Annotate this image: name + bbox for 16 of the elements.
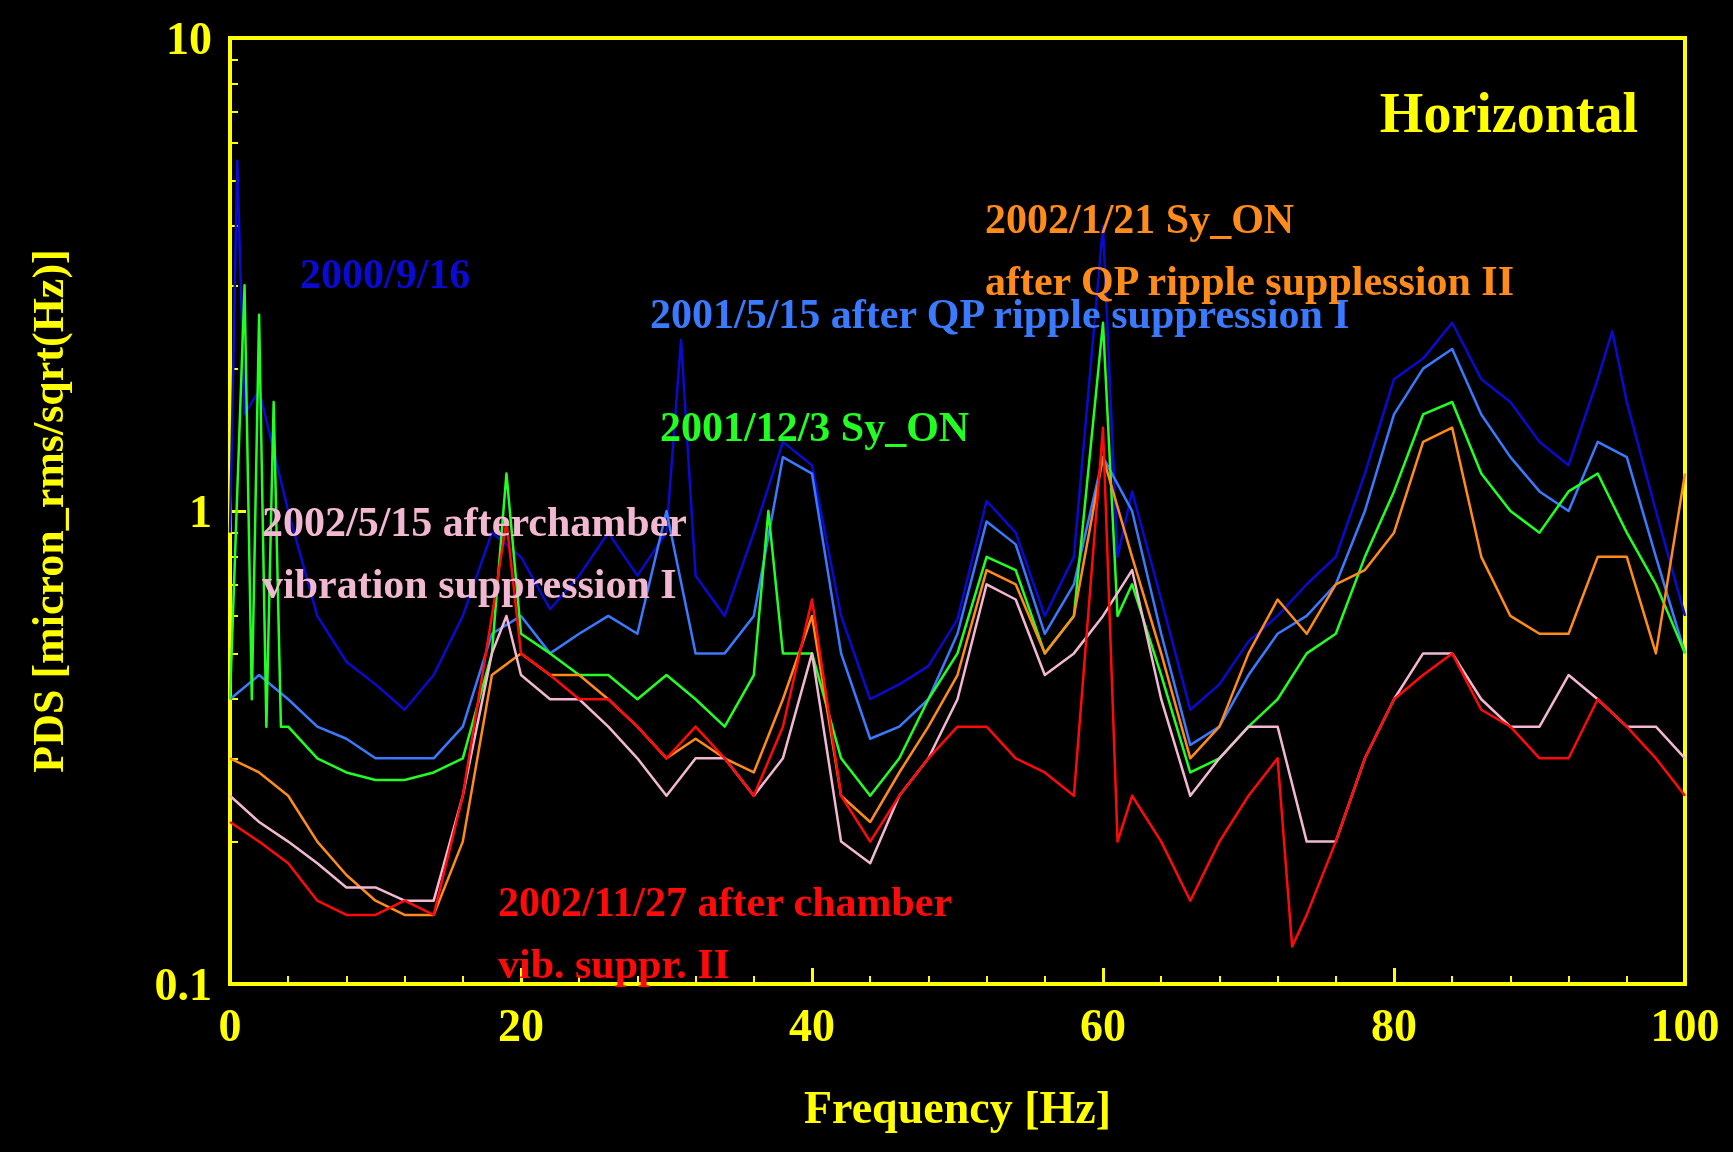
text: Horizontal [1379,82,1639,144]
x-tick-label: 100 [1650,999,1720,1051]
x-tick-label: 0 [218,999,242,1051]
y-axis-title: PDS [micron_rms/sqrt(Hz)] [23,249,73,773]
x-axis-title: Frequency [Hz] [803,1081,1112,1133]
x-tick-label: 20 [498,999,544,1051]
x-tick-label: 80 [1371,999,1417,1051]
x-tick-label: 40 [789,999,835,1051]
y-tick-label: 0.1 [154,958,212,1010]
x-tick-label: 60 [1080,999,1126,1051]
series-label: 2000/9/16 [300,251,471,297]
series-label: 2002/11/27 after chamber vib. suppr. II [498,879,953,987]
line-series [228,347,1687,760]
y-tick-label: 1 [189,485,212,537]
line-series [228,159,1687,712]
y-tick-label: 10 [166,12,212,64]
